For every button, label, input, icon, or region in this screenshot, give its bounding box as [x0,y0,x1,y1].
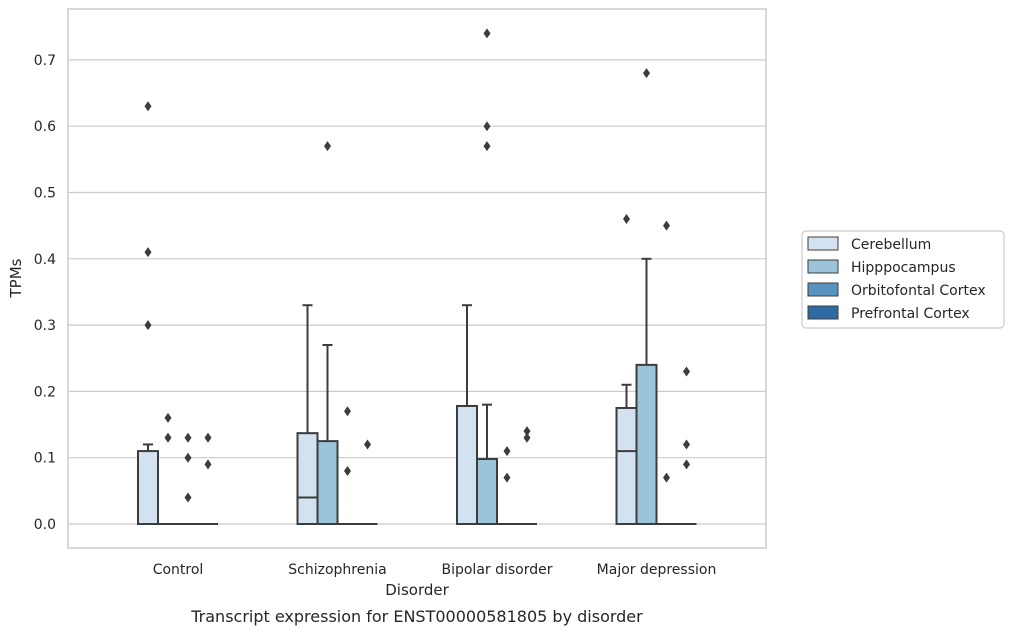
y-tick-label: 0.6 [34,119,56,135]
legend-label: Orbitofontal Cortex [851,283,986,299]
box-group [517,426,537,525]
box-group [198,432,218,525]
outlier-point [623,214,630,225]
outlier-point [683,366,690,377]
y-tick-label: 0.2 [34,384,56,400]
outlier-point [144,101,152,112]
outlier-point [663,472,670,483]
outlier-point [164,412,172,423]
outlier-point [144,320,152,331]
outlier-point [184,492,192,503]
outlier-point [683,439,690,450]
legend-swatch [807,236,839,251]
outlier-point [523,432,531,443]
box-group [316,141,339,525]
boxes [137,28,697,526]
box-group [497,446,517,525]
legend-swatch [807,259,839,274]
legend: Cerebellum Hipppocampus Orbitofontal Corte… [801,230,1005,329]
y-tick-label: 0.4 [34,252,56,268]
box-group [158,412,178,525]
box-group [178,432,198,525]
legend-frame [801,230,1005,329]
outlier-point [204,459,212,470]
box-group [476,28,498,525]
outlier-point [523,426,531,437]
outlier-point [663,220,670,231]
y-axis-ticks: 0.0 0.1 0.2 0.3 0.4 0.5 0.6 0.7 [34,53,56,533]
outlier-point [184,432,192,443]
legend-swatch [807,305,839,320]
box-group [615,214,638,526]
outlier-point [643,68,650,79]
chart-caption: Transcript expression for ENST0000058180… [190,607,643,626]
outlier-point [503,472,511,483]
outlier-point [483,141,491,152]
outlier-point [184,452,192,463]
plot-frame [67,8,767,549]
y-tick-label: 0.7 [34,53,56,69]
box [137,450,159,526]
outlier-point [503,446,511,457]
outlier-point [164,432,172,443]
legend-label: Cerebellum [851,237,931,253]
x-tick-label: Control [153,562,204,578]
y-tick-label: 0.1 [34,451,56,467]
box-group [456,304,478,525]
box-group [656,220,677,525]
box [476,458,498,525]
legend-label: Hipppocampus [851,260,956,276]
box-group [357,439,378,525]
outlier-point [344,406,351,417]
outlier-point [344,465,351,476]
outlier-point [364,439,371,450]
box [296,432,319,526]
legend-swatch [807,282,839,297]
x-axis-ticks: Control Schizophrenia Bipolar disorder Majo… [153,562,717,578]
outlier-point [204,432,212,443]
box-group [635,68,658,525]
outlier-point [483,28,491,39]
box [456,404,478,525]
box [316,440,339,525]
outlier-point [144,247,152,258]
legend-label: Prefrontal Cortex [851,306,970,322]
x-tick-label: Schizophrenia [288,562,386,578]
box-group [137,101,159,526]
y-axis-label: TPMs [7,258,25,298]
outlier-point [683,459,690,470]
y-tick-label: 0.0 [34,517,56,533]
x-axis-label: Disorder [385,581,449,599]
box-group [296,304,319,526]
x-tick-label: Major depression [597,562,717,578]
box-group [676,366,697,525]
y-tick-label: 0.3 [34,318,56,334]
grid-lines [68,59,766,525]
outlier-point [483,121,491,132]
box [615,406,638,526]
box [635,363,658,525]
x-tick-label: Bipolar disorder [441,562,552,578]
legend-items: Cerebellum Hipppocampus Orbitofontal Corte… [807,236,986,322]
y-tick-label: 0.5 [34,186,56,202]
box-group [337,406,358,525]
outlier-point [324,141,331,152]
